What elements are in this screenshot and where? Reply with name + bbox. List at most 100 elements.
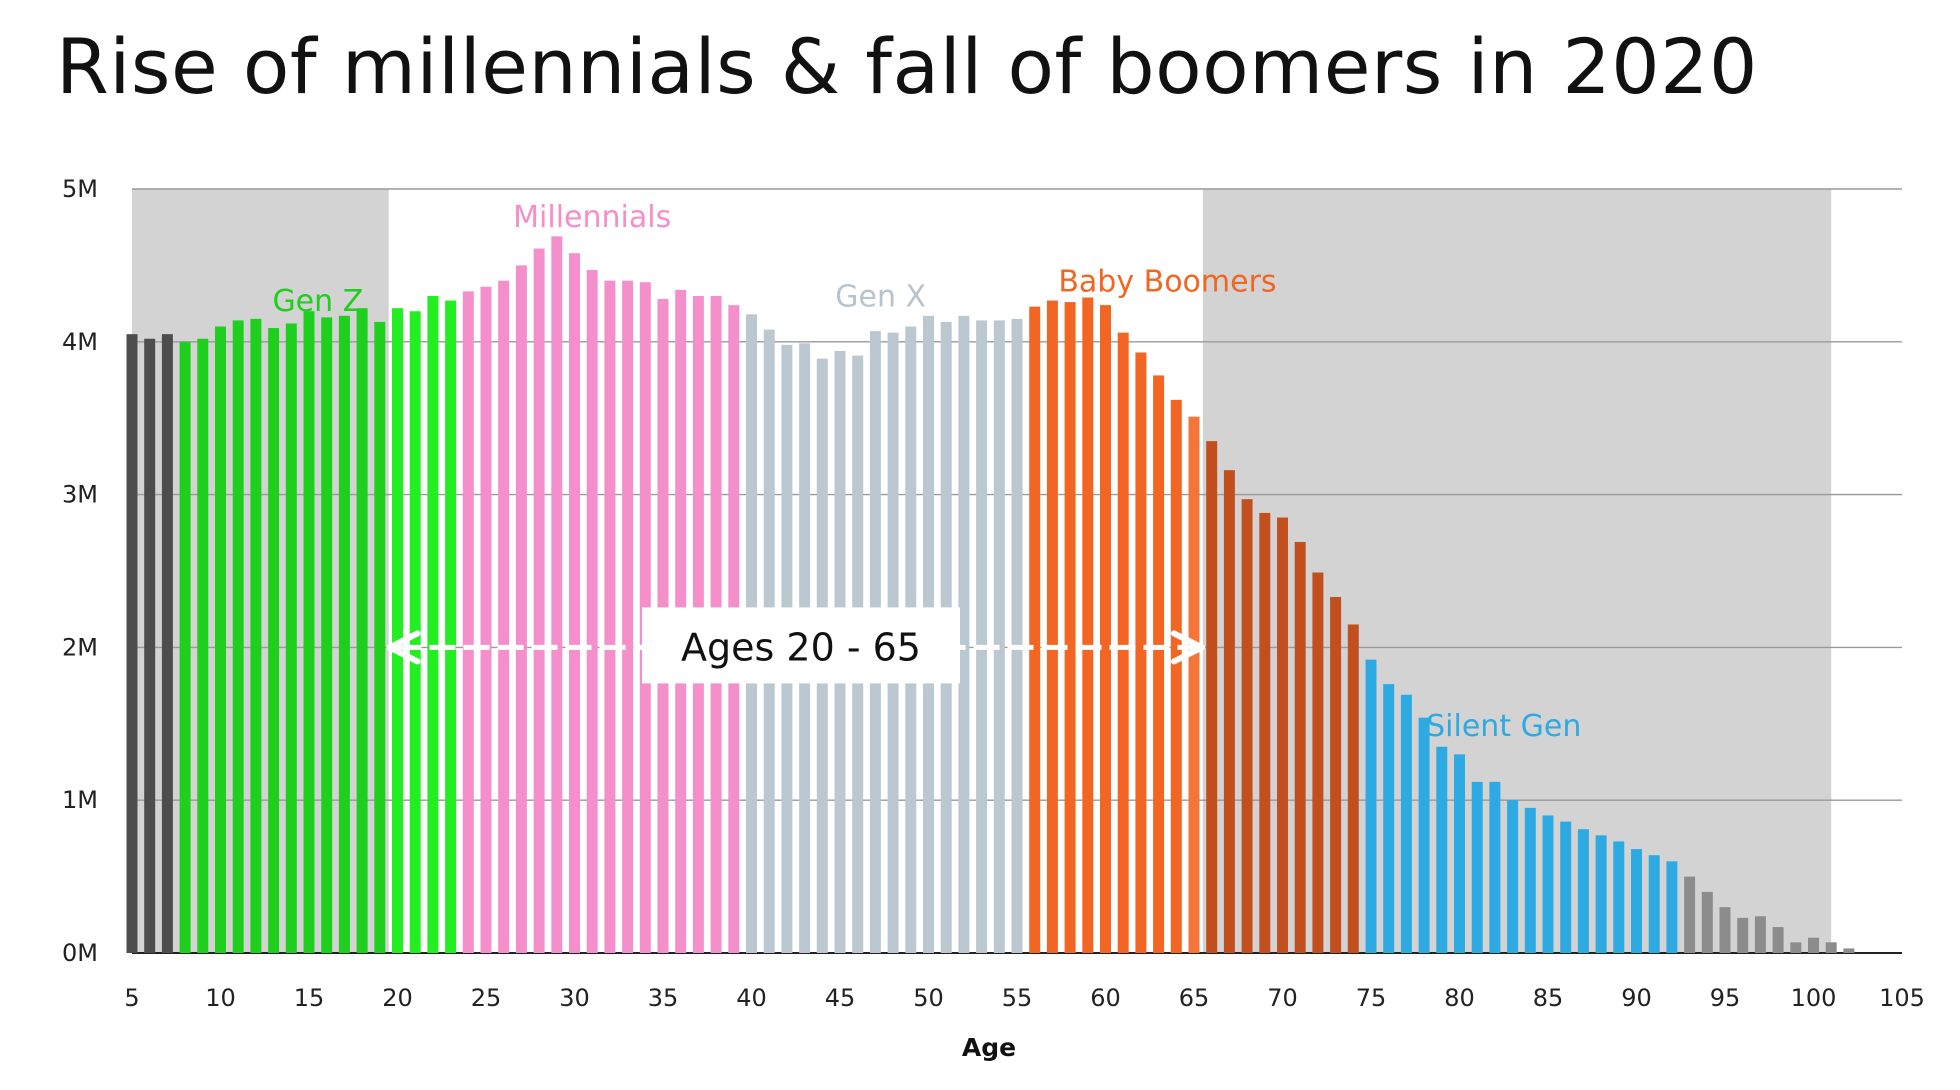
bar-age-101 — [1825, 942, 1837, 953]
x-axis-label: Age — [962, 1033, 1016, 1062]
bar-age-85 — [1542, 815, 1554, 953]
annotation-arrowhead-left — [386, 630, 421, 665]
bar-age-65 — [1188, 416, 1200, 953]
x-tick-label: 25 — [471, 984, 502, 1012]
bar-age-74 — [1347, 624, 1359, 953]
series-label-silent-gen: Silent Gen — [1426, 709, 1581, 744]
bar-age-56 — [1029, 306, 1041, 953]
bar-age-71 — [1294, 541, 1306, 953]
bar-age-63 — [1153, 375, 1165, 953]
bar-age-95 — [1719, 907, 1731, 953]
x-tick-label: 70 — [1267, 984, 1298, 1012]
bar-age-77 — [1400, 694, 1412, 953]
age-range-annotation: Ages 20 - 65 — [386, 607, 1205, 684]
bar-age-90 — [1631, 849, 1642, 953]
bar-age-75 — [1365, 659, 1377, 953]
bar-age-69 — [1259, 512, 1271, 953]
y-tick-label: 5M — [62, 175, 98, 203]
bar-age-10 — [215, 326, 226, 953]
series-label-millennials: Millennials — [513, 200, 671, 235]
bar-age-73 — [1330, 596, 1342, 953]
bar-age-5 — [126, 334, 138, 953]
x-tick-label: 35 — [648, 984, 679, 1012]
bar-age-61 — [1117, 332, 1129, 954]
x-tick-label: 30 — [559, 984, 590, 1012]
bar-age-89 — [1613, 841, 1625, 953]
annotation-arrowhead-right — [1171, 630, 1205, 665]
bar-age-32 — [604, 280, 616, 953]
x-tick-label: 60 — [1090, 984, 1121, 1012]
bar-age-99 — [1790, 942, 1802, 953]
bar-age-98 — [1772, 927, 1784, 953]
bar-age-58 — [1064, 302, 1076, 953]
annotation-box — [642, 607, 960, 684]
annotation-label: Ages 20 - 65 — [681, 625, 921, 669]
x-tick-label: 45 — [825, 984, 856, 1012]
bar-age-27 — [515, 265, 527, 953]
x-tick-label: 10 — [205, 984, 236, 1012]
y-tick-label: 2M — [62, 633, 98, 661]
bar-age-81 — [1471, 781, 1483, 953]
bar-age-60 — [1100, 305, 1111, 953]
x-tick-label: 80 — [1444, 984, 1475, 1012]
bar-age-79 — [1436, 746, 1448, 953]
bar-age-25 — [480, 286, 492, 953]
bar-age-97 — [1754, 916, 1766, 953]
bar-age-78 — [1418, 717, 1430, 953]
bar-age-62 — [1135, 352, 1147, 954]
x-tick-label: 100 — [1791, 984, 1837, 1012]
bar-age-94 — [1701, 891, 1713, 953]
x-tick-label: 90 — [1621, 984, 1652, 1012]
bar-age-11 — [232, 320, 244, 954]
generation-labels: Gen Z Millennials Gen X Baby Boomers Silent … — [272, 200, 1581, 744]
bar-age-66 — [1206, 441, 1218, 953]
bar-age-84 — [1524, 807, 1536, 953]
bar-age-8 — [179, 341, 191, 953]
bar-age-13 — [268, 328, 280, 954]
bar-age-28 — [533, 248, 545, 954]
x-tick-label: 65 — [1179, 984, 1210, 1012]
chart-title: Rise of millennials & fall of boomers in… — [56, 22, 1758, 111]
bar-age-9 — [197, 338, 209, 953]
bar-age-86 — [1560, 821, 1572, 953]
bar-age-23 — [445, 300, 457, 953]
bar-age-83 — [1507, 800, 1519, 953]
x-tick-label: 40 — [736, 984, 767, 1012]
bar-age-15 — [303, 311, 315, 953]
series-label-gen-x: Gen X — [835, 280, 926, 315]
x-tick-label: 5 — [124, 984, 139, 1012]
series-label-gen-z: Gen Z — [272, 284, 363, 319]
bar-age-70 — [1277, 517, 1288, 953]
x-tick-label: 55 — [1002, 984, 1033, 1012]
bar-age-57 — [1046, 300, 1058, 953]
bar-age-53 — [976, 320, 988, 954]
bar-age-22 — [427, 295, 439, 954]
y-tick-label: 4M — [62, 328, 98, 356]
bar-age-12 — [250, 318, 262, 953]
bar-age-82 — [1489, 781, 1501, 953]
bar-age-93 — [1684, 876, 1696, 953]
bar-age-91 — [1648, 855, 1660, 953]
bar-age-68 — [1241, 499, 1253, 953]
bar-age-6 — [144, 338, 156, 953]
y-tick-label: 3M — [62, 481, 98, 509]
bar-age-14 — [285, 323, 297, 953]
bar-age-24 — [462, 291, 474, 954]
series-label-baby-boomers: Baby Boomers — [1058, 264, 1276, 299]
bar-age-64 — [1170, 399, 1182, 953]
bar-age-7 — [161, 334, 173, 953]
bar-age-20 — [392, 308, 403, 954]
bar-age-30 — [569, 253, 580, 953]
bar-age-17 — [338, 315, 350, 954]
bar-age-80 — [1454, 754, 1465, 953]
bar-age-16 — [321, 317, 333, 953]
bar-age-88 — [1595, 835, 1607, 953]
y-tick-label: 1M — [62, 786, 98, 814]
x-tick-label: 95 — [1710, 984, 1741, 1012]
bar-age-29 — [551, 236, 563, 954]
bar-age-19 — [374, 321, 386, 953]
bar-age-92 — [1666, 861, 1678, 953]
bar-age-102 — [1843, 948, 1855, 953]
y-tick-label: 0M — [62, 939, 98, 967]
